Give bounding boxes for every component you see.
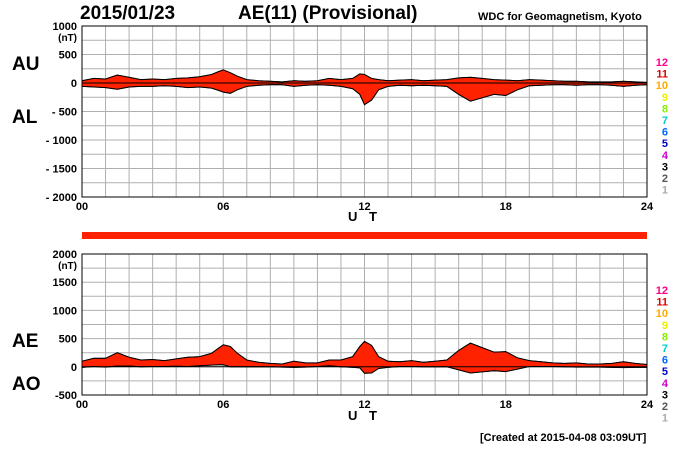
index-title: AE(11) (Provisional)	[238, 3, 418, 24]
y-tick-label: - 1000	[46, 135, 77, 147]
scale-label: 2	[662, 173, 668, 185]
scale-label: 5	[662, 366, 668, 378]
x-tick-label: 18	[500, 399, 512, 411]
x-tick-label: 24	[641, 399, 654, 411]
x-tick-label: 24	[641, 201, 654, 213]
scale-label: 10	[656, 80, 668, 92]
x-tick-label: 00	[76, 399, 88, 411]
scale-label: 8	[662, 103, 668, 115]
y-tick-label: - 500	[52, 107, 77, 119]
scale-label: 10	[656, 308, 668, 320]
x-tick-label: 12	[358, 201, 370, 213]
y-tick-label: -500	[55, 390, 77, 402]
unit-label: (nT)	[58, 33, 77, 44]
x-axis-label: U T	[348, 209, 381, 224]
series-label-al: AL	[12, 107, 38, 128]
scale-label: 8	[662, 331, 668, 343]
scale-label: 3	[662, 389, 668, 401]
source-label: WDC for Geomagnetism, Kyoto	[478, 11, 642, 23]
plot-frame	[81, 253, 648, 396]
scale-label: 9	[662, 320, 668, 332]
scale-label: 7	[662, 343, 668, 355]
series-line-ae	[81, 340, 648, 365]
series-line-au	[81, 69, 648, 83]
scale-label: 1	[662, 413, 668, 425]
scale-label: 4	[662, 378, 669, 390]
series-label-ae: AE	[12, 331, 38, 352]
x-axis-label: U T	[348, 408, 381, 423]
scale-label: 2	[662, 401, 668, 413]
scale-label: 1	[662, 185, 668, 197]
x-tick-label: 12	[358, 399, 370, 411]
area-ae-ao	[81, 340, 648, 374]
x-tick-label: 06	[217, 399, 229, 411]
plot-frame	[81, 25, 648, 198]
x-tick-label: 18	[500, 201, 512, 213]
scale-label: 12	[656, 285, 668, 297]
created-timestamp: [Created at 2015-04-08 03:09UT]	[480, 432, 647, 444]
y-tick-label: 1000	[53, 305, 77, 317]
scale-label: 3	[662, 161, 668, 173]
scale-label: 9	[662, 92, 668, 104]
series-label-au: AU	[12, 54, 39, 75]
y-tick-label: - 2000	[46, 192, 77, 204]
series-label-ao: AO	[12, 374, 41, 395]
data-coverage-bar	[82, 232, 647, 239]
scale-label: 11	[656, 297, 668, 309]
scale-label: 4	[662, 150, 669, 162]
area-au-al	[81, 69, 648, 106]
series-line-al	[81, 84, 648, 106]
date-title: 2015/01/23	[80, 3, 176, 24]
y-tick-label: 1500	[53, 277, 77, 289]
scale-label: 6	[662, 127, 668, 139]
y-tick-label: 500	[59, 50, 77, 62]
x-tick-label: 06	[217, 201, 229, 213]
y-tick-label: 0	[71, 362, 77, 374]
y-tick-label: 1000	[53, 21, 77, 33]
scale-label: 7	[662, 115, 668, 127]
unit-label: (nT)	[58, 261, 77, 272]
scale-label: 5	[662, 138, 668, 150]
scale-label: 12	[656, 57, 668, 69]
y-tick-label: 2000	[53, 249, 77, 261]
scale-label: 11	[656, 69, 668, 81]
y-tick-label: 500	[59, 334, 77, 346]
y-tick-label: 0	[71, 78, 77, 90]
y-tick-label: - 1500	[46, 164, 77, 176]
x-tick-label: 00	[76, 201, 88, 213]
scale-label: 6	[662, 355, 668, 367]
